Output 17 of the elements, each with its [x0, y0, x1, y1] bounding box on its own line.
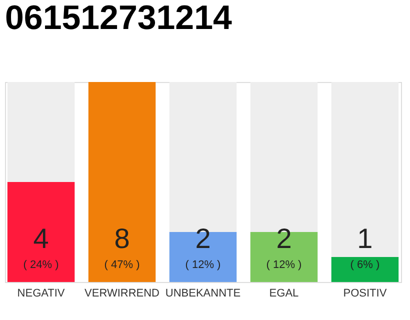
data-label: 1: [357, 223, 373, 254]
annotation: ( 12% ): [185, 259, 221, 271]
annotation: ( 24% ): [23, 259, 59, 271]
data-label: 4: [33, 223, 49, 254]
annotation: ( 6% ): [350, 259, 380, 271]
x-tick-label: POSITIV: [343, 288, 388, 300]
x-tick-label: UNBEKANNTE: [165, 288, 241, 300]
x-tick-label: VERWIRREND: [84, 288, 160, 300]
annotation: ( 12% ): [266, 259, 302, 271]
x-tick-label: NEGATIV: [17, 288, 66, 300]
bar: [331, 257, 399, 282]
data-label: 2: [195, 223, 211, 254]
chart-title: 061512731214: [5, 0, 232, 37]
x-tick-label: EGAL: [269, 288, 299, 300]
data-label: 2: [276, 223, 292, 254]
data-label: 8: [114, 223, 130, 254]
annotation: ( 47% ): [104, 259, 140, 271]
